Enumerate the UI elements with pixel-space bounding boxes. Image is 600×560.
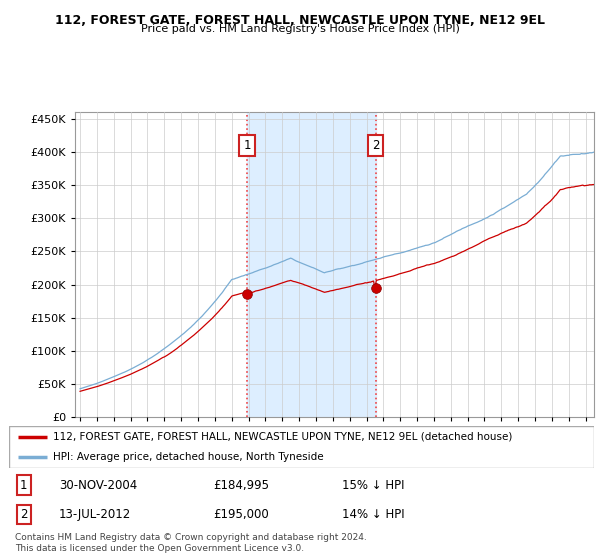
Text: 14% ↓ HPI: 14% ↓ HPI	[343, 508, 405, 521]
Text: 112, FOREST GATE, FOREST HALL, NEWCASTLE UPON TYNE, NE12 9EL: 112, FOREST GATE, FOREST HALL, NEWCASTLE…	[55, 14, 545, 27]
Text: £195,000: £195,000	[214, 508, 269, 521]
Text: Contains HM Land Registry data © Crown copyright and database right 2024.
This d: Contains HM Land Registry data © Crown c…	[15, 533, 367, 553]
Text: 1: 1	[20, 479, 28, 492]
Bar	[247, 112, 376, 417]
Text: 15% ↓ HPI: 15% ↓ HPI	[343, 479, 405, 492]
Text: 2: 2	[20, 508, 28, 521]
Text: 1: 1	[244, 139, 251, 152]
Text: HPI: Average price, detached house, North Tyneside: HPI: Average price, detached house, Nort…	[53, 452, 323, 462]
Text: 2: 2	[372, 139, 379, 152]
Text: £184,995: £184,995	[214, 479, 270, 492]
Text: 13-JUL-2012: 13-JUL-2012	[59, 508, 131, 521]
Text: Price paid vs. HM Land Registry's House Price Index (HPI): Price paid vs. HM Land Registry's House …	[140, 24, 460, 34]
Text: 30-NOV-2004: 30-NOV-2004	[59, 479, 137, 492]
Text: 112, FOREST GATE, FOREST HALL, NEWCASTLE UPON TYNE, NE12 9EL (detached house): 112, FOREST GATE, FOREST HALL, NEWCASTLE…	[53, 432, 512, 442]
